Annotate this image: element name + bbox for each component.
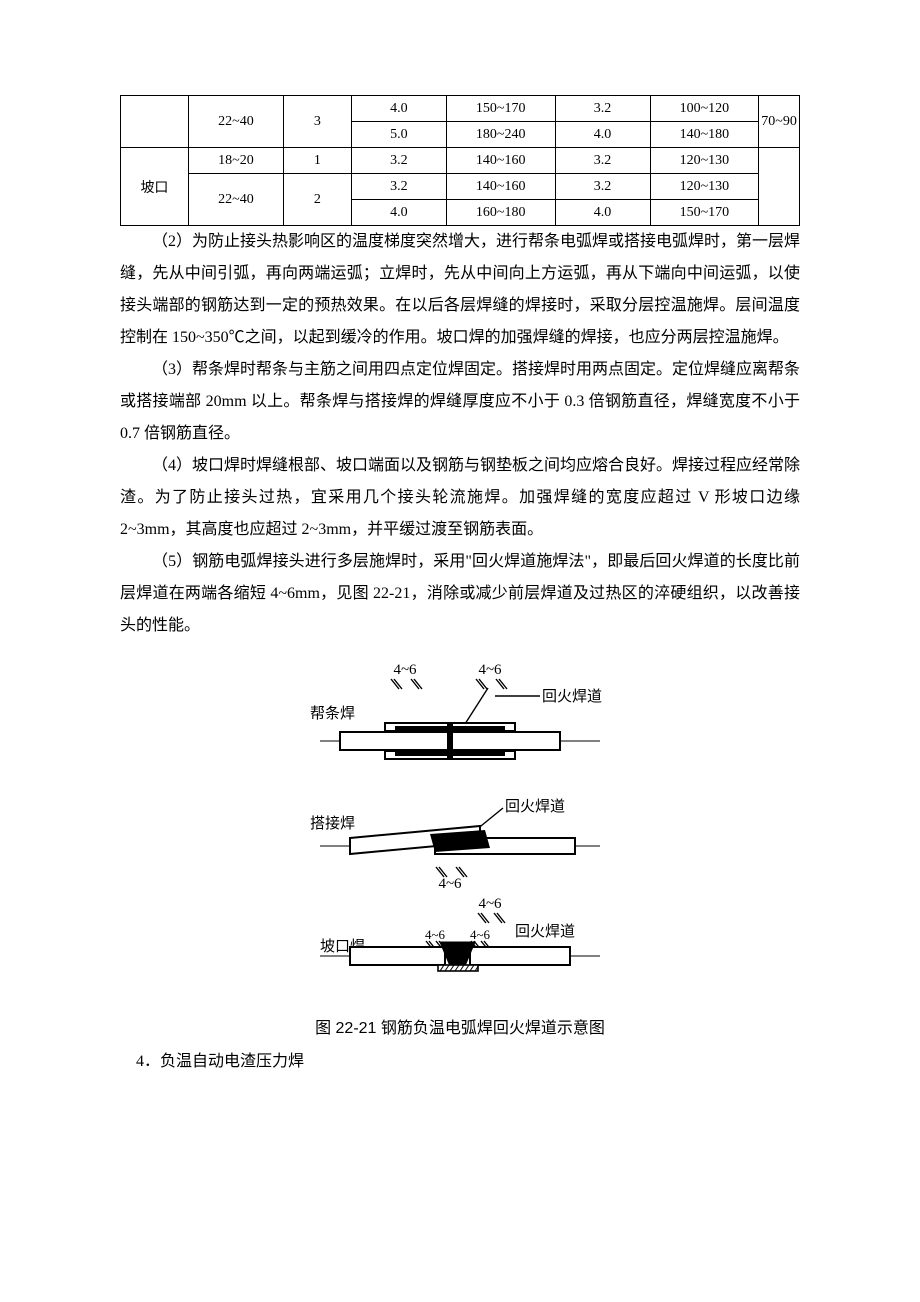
svg-text:4~6: 4~6	[438, 876, 462, 892]
table-cell: 22~40	[188, 174, 283, 226]
table-cell: 150~170	[446, 96, 555, 122]
body-paragraph: （4）坡口焊时焊缝根部、坡口端面以及钢筋与钢垫板之间均应熔合良好。焊接过程应经常…	[120, 450, 800, 546]
svg-text:4~6: 4~6	[478, 896, 502, 912]
table-cell: 4.0	[555, 122, 650, 148]
body-paragraph: （5）钢筋电弧焊接头进行多层施焊时，采用"回火焊道施焊法"，即最后回火焊道的长度…	[120, 546, 800, 642]
svg-text:帮条焊: 帮条焊	[310, 705, 355, 722]
table-cell: 22~40	[188, 96, 283, 148]
table-cell: 120~130	[650, 148, 759, 174]
table-cell: 70~90	[759, 96, 800, 148]
section-heading: 4．负温自动电渣压力焊	[120, 1046, 800, 1078]
table-cell: 120~130	[650, 174, 759, 200]
table-cell: 2	[283, 174, 351, 226]
table-cell	[121, 96, 189, 148]
table-cell: 3.2	[351, 148, 446, 174]
table-cell: 140~160	[446, 174, 555, 200]
figure-caption: 图 22-21 钢筋负温电弧焊回火焊道示意图	[120, 1014, 800, 1038]
table-cell: 180~240	[446, 122, 555, 148]
svg-text:4~6: 4~6	[393, 662, 417, 678]
body-paragraph: （3）帮条焊时帮条与主筋之间用四点定位焊固定。搭接焊时用两点固定。定位焊缝应离帮…	[120, 354, 800, 450]
table-cell	[759, 148, 800, 226]
table-cell: 3.2	[555, 174, 650, 200]
svg-text:回火焊道: 回火焊道	[515, 923, 575, 940]
figure-22-21: 4~64~6回火焊道帮条焊搭接焊回火焊道4~6坡口焊4~6回火焊道4~64~6	[290, 656, 630, 1006]
table-cell: 4.0	[555, 200, 650, 226]
table-cell: 140~160	[446, 148, 555, 174]
svg-text:回火焊道: 回火焊道	[542, 688, 602, 705]
table-cell: 1	[283, 148, 351, 174]
table-cell: 100~120	[650, 96, 759, 122]
table-cell: 5.0	[351, 122, 446, 148]
table-cell: 4.0	[351, 96, 446, 122]
table-cell: 160~180	[446, 200, 555, 226]
svg-text:4~6: 4~6	[478, 662, 502, 678]
svg-text:4~6: 4~6	[470, 927, 491, 942]
table-cell: 3.2	[351, 174, 446, 200]
table-cell: 坡口	[121, 148, 189, 226]
table-cell: 150~170	[650, 200, 759, 226]
svg-text:回火焊道: 回火焊道	[505, 798, 565, 815]
table-cell: 4.0	[351, 200, 446, 226]
parameters-table: 22~4034.0150~1703.2100~12070~905.0180~24…	[120, 95, 800, 226]
svg-text:4~6: 4~6	[425, 927, 446, 942]
table-cell: 140~180	[650, 122, 759, 148]
table-cell: 3.2	[555, 148, 650, 174]
body-paragraph: （2）为防止接头热影响区的温度梯度突然增大，进行帮条电弧焊或搭接电弧焊时，第一层…	[120, 226, 800, 354]
table-cell: 3	[283, 96, 351, 148]
table-cell: 3.2	[555, 96, 650, 122]
table-cell: 18~20	[188, 148, 283, 174]
svg-text:搭接焊: 搭接焊	[310, 815, 355, 832]
